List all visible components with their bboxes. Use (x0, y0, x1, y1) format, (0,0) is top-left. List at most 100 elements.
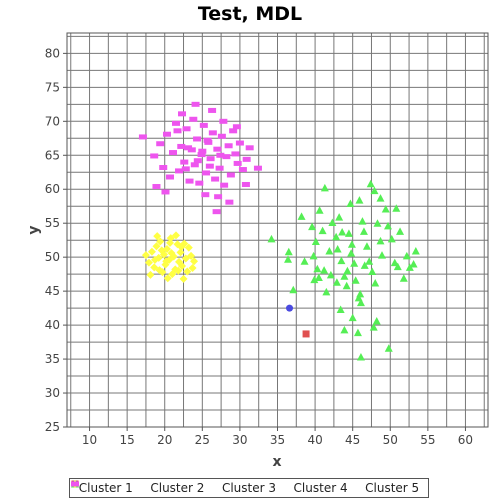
data-point (225, 199, 234, 205)
data-point (399, 274, 408, 282)
data-point (342, 281, 351, 290)
data-point (199, 122, 208, 128)
data-point (313, 264, 322, 273)
data-point (174, 266, 183, 275)
data-point (340, 272, 349, 280)
data-point (183, 267, 192, 276)
legend-item: Cluster 4 (71, 480, 348, 495)
data-point (206, 156, 215, 162)
y-tick-label: 30 (45, 386, 60, 400)
data-point (180, 159, 189, 165)
data-point (190, 162, 199, 168)
data-point (336, 305, 345, 313)
y-tick-label: 50 (45, 250, 60, 264)
data-point (162, 131, 171, 137)
data-point (376, 236, 385, 245)
data-point (184, 145, 193, 151)
data-point (159, 165, 168, 171)
y-tick-label: 40 (45, 318, 60, 332)
data-point (366, 179, 375, 188)
data-point (165, 238, 174, 247)
x-tick-label: 20 (157, 433, 172, 447)
data-point (162, 257, 171, 266)
data-point (201, 192, 210, 198)
data-point (310, 275, 319, 284)
series-cluster-5 (138, 101, 262, 215)
data-point (211, 176, 220, 182)
data-point (286, 304, 294, 312)
data-point (311, 237, 320, 246)
legend-marker-shape (71, 481, 79, 487)
y-axis-label: y (26, 225, 42, 234)
x-tick-label: 30 (232, 433, 247, 447)
data-point (191, 101, 200, 107)
data-point (371, 278, 380, 287)
data-point (152, 184, 161, 190)
data-point (146, 270, 155, 279)
data-point (343, 266, 352, 275)
x-tick-label: 10 (82, 433, 97, 447)
y-tick-label: 25 (45, 420, 60, 434)
data-point (219, 118, 228, 124)
y-tick-label: 65 (45, 148, 60, 162)
data-point (173, 128, 182, 134)
data-point (222, 154, 231, 160)
series-cluster-4 (141, 231, 199, 283)
data-point (208, 130, 217, 136)
data-point (369, 323, 378, 331)
data-point (333, 245, 342, 253)
data-point (167, 249, 176, 258)
data-point (150, 255, 159, 264)
data-point (326, 270, 335, 279)
data-point (216, 152, 225, 158)
data-point (358, 217, 367, 225)
data-point (253, 165, 262, 171)
y-tick-label: 70 (45, 114, 60, 128)
grid-lines (67, 33, 488, 428)
data-point (181, 166, 190, 172)
data-point (156, 237, 165, 246)
data-point (377, 251, 386, 259)
data-point (214, 194, 223, 200)
x-tick-label: 45 (345, 433, 360, 447)
legend-label: Cluster 2 (150, 481, 205, 495)
data-point (351, 276, 360, 284)
data-point (332, 232, 341, 241)
data-point (362, 242, 371, 250)
data-point (338, 228, 347, 236)
x-axis-label: x (272, 454, 281, 470)
data-point (314, 273, 323, 282)
data-point (208, 107, 217, 113)
data-point (155, 266, 164, 275)
data-point (318, 226, 327, 235)
data-point (233, 160, 242, 166)
data-point (213, 146, 222, 152)
data-point (302, 330, 310, 338)
y-tick-label: 55 (45, 216, 60, 230)
data-point (198, 148, 207, 154)
data-point (229, 128, 238, 134)
series-cluster-3 (267, 179, 420, 361)
data-point (141, 251, 150, 260)
y-tick-label: 75 (45, 80, 60, 94)
data-point (320, 183, 329, 192)
data-point (185, 178, 194, 184)
data-point (322, 287, 331, 296)
data-point (381, 204, 390, 213)
data-point (235, 140, 244, 146)
data-point (178, 262, 187, 271)
data-point (409, 259, 418, 268)
data-point (320, 266, 329, 274)
x-tick-label: 15 (120, 433, 135, 447)
data-point (187, 251, 196, 260)
data-point (332, 278, 341, 286)
legend-item: Cluster 2 (71, 480, 205, 495)
data-point (172, 231, 181, 240)
data-point (387, 234, 396, 243)
data-point (215, 165, 224, 171)
legend-label: Cluster 1 (78, 481, 133, 495)
data-point (300, 257, 309, 265)
data-point (355, 196, 364, 204)
data-point (353, 328, 362, 337)
